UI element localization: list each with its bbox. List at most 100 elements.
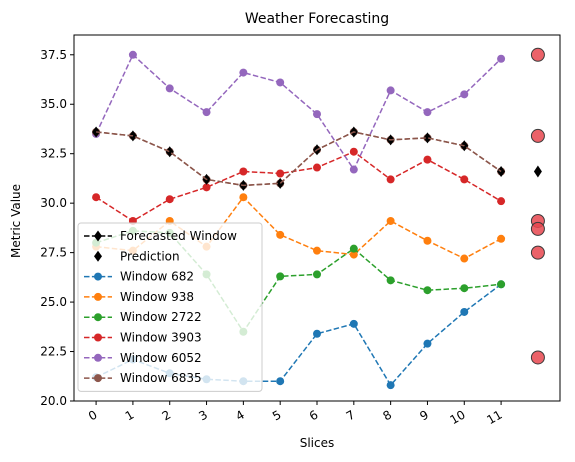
data-point [460,175,469,184]
legend-item: Window 938 [84,290,194,304]
legend-marker [94,374,102,383]
data-point [349,244,358,253]
legend: Forecasted Window Prediction Window 682 Win… [77,222,263,392]
legend-label: Forecasted Window [120,229,237,243]
actual-point [530,245,545,260]
data-point [497,280,506,289]
legend-label: Window 938 [120,290,194,304]
data-point [386,175,395,184]
legend-item: Window 6052 [84,351,202,365]
data-point [313,163,321,172]
data-point [497,197,506,206]
chart-title: Weather Forecasting [245,11,389,27]
data-point [313,270,321,279]
legend-marker [94,230,102,242]
data-point [202,108,211,117]
data-point [128,50,137,59]
y-axis-title: Metric Value [9,184,23,258]
data-point [349,165,358,174]
y-axis: 20.0 22.5 25.0 27.5 30.0 32.5 35.0 37.5 [40,48,74,408]
data-point [313,246,321,255]
data-point [423,286,432,295]
y-tick-label: 32.5 [40,147,67,161]
data-point [165,195,174,204]
actual-point [530,128,545,143]
legend-item: Forecasted Window [84,229,237,243]
legend-item: Window 6835 [84,371,202,385]
prediction-point [533,165,542,178]
legend-item: Window 3903 [84,331,202,345]
data-point [239,193,248,202]
y-tick-label: 20.0 [40,394,67,408]
legend-item: Prediction [94,249,180,263]
data-point [165,84,174,93]
data-point [423,339,432,348]
y-tick-label: 35.0 [40,97,67,111]
x-tick-label: 7 [344,407,358,423]
data-point [460,307,469,316]
x-tick-label: 8 [381,407,395,423]
data-point [423,155,432,164]
data-point [423,236,432,245]
y-tick-label: 25.0 [40,295,67,309]
y-tick-label: 30.0 [40,196,67,210]
x-tick-label: 4 [233,407,247,423]
x-tick-label: 2 [160,407,174,423]
x-tick-label: 9 [417,407,431,423]
data-point [313,329,321,338]
x-tick-label: 6 [307,407,321,423]
data-point [313,110,321,119]
y-tick-label: 22.5 [40,345,67,359]
forecast-overlay-line [96,131,502,187]
data-point [239,68,248,77]
legend-label: Window 2722 [120,310,202,324]
data-point [460,284,469,293]
legend-box [77,222,263,392]
actual-points [530,47,545,365]
legend-item: Window 2722 [84,310,202,324]
series-line [95,150,502,222]
data-point [386,86,395,95]
x-tick-label: 10 [448,407,468,427]
data-point [276,78,285,87]
data-point [460,254,469,263]
series-window-6835 [92,127,506,190]
legend-item: Window 682 [84,270,194,284]
actual-point [530,350,545,365]
series-window-6052 [92,50,506,174]
x-tick-label: 3 [196,407,210,423]
forecast-point [423,132,432,144]
legend-marker [94,313,102,322]
x-tick-label: 11 [484,407,504,427]
legend-label: Window 3903 [120,331,202,345]
y-tick-label: 37.5 [40,48,67,62]
data-point [497,234,506,243]
data-point [386,276,395,285]
data-point [202,183,211,192]
actual-point [530,221,545,236]
series-window-3903 [92,147,506,225]
data-point [276,169,285,178]
data-point [423,108,432,117]
x-axis-title: Slices [300,436,335,450]
legend-label: Window 6052 [120,351,202,365]
data-point [239,167,248,176]
data-point [460,90,469,99]
plot-frame [73,34,561,402]
data-point [276,377,285,386]
series-forecasted-window [92,126,506,191]
legend-label: Window 6835 [120,371,202,385]
data-point [276,230,285,239]
data-point [386,216,395,225]
legend-marker [94,353,102,362]
legend-marker [94,333,102,342]
legend-marker [94,250,102,262]
legend-marker [94,272,102,281]
y-tick-label: 27.5 [40,246,67,260]
legend-label: Window 682 [120,270,194,284]
forecast-point [165,146,174,158]
x-axis: 0 1 2 3 4 5 6 7 8 9 10 11 [86,401,505,427]
data-point [92,193,101,202]
actual-point [530,47,545,62]
data-point [349,250,358,259]
